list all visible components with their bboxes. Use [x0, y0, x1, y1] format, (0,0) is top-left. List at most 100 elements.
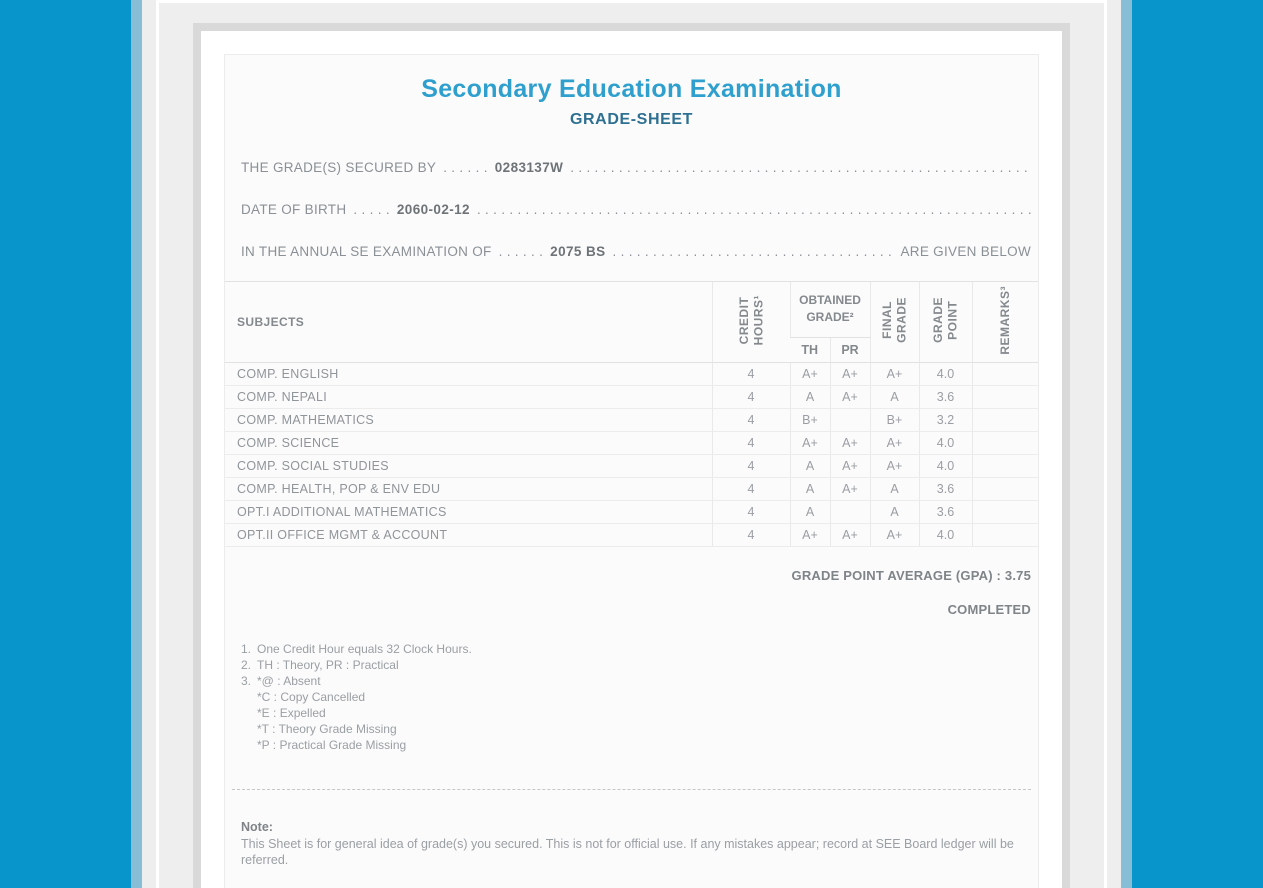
footnote-line: TH : Theory, PR : Practical: [257, 657, 399, 672]
info-label: DATE OF BIRTH: [241, 202, 347, 217]
leader-dots-fill: . . . . . . . . . . . . . . . . . . . . …: [570, 160, 1031, 175]
blue-stripe-frame: Secondary Education Examination GRADE-SH…: [131, 0, 1132, 888]
subject-cell: OPT.I ADDITIONAL MATHEMATICS: [225, 500, 712, 524]
note-section: Note: This Sheet is for general idea of …: [225, 819, 1038, 868]
credit-hours-cell: 4: [711, 431, 790, 455]
table-row: OPT.I ADDITIONAL MATHEMATICS 4 A A 3.6: [225, 500, 1038, 524]
grade-sheet-body: Secondary Education Examination GRADE-SH…: [224, 54, 1039, 888]
page-subtitle: GRADE-SHEET: [569, 111, 694, 128]
subject-cell: COMP. SCIENCE: [225, 431, 712, 455]
column-header-subjects: SUBJECTS: [225, 281, 712, 363]
column-header-credit-hours: CREDIT HOURS¹: [711, 281, 790, 363]
outer-gray-panel: Secondary Education Examination GRADE-SH…: [142, 0, 1121, 888]
note-heading: Note:: [241, 819, 273, 834]
subject-cell: COMP. NEPALI: [225, 385, 712, 409]
th-grade-cell: A: [789, 454, 830, 478]
pr-grade-cell: [829, 500, 870, 524]
student-info-line: IN THE ANNUAL SE EXAMINATION OF . . . . .…: [241, 243, 1031, 260]
subject-cell: COMP. MATHEMATICS: [225, 408, 712, 432]
table-row: COMP. SCIENCE 4 A+ A+ A+ 4.0: [225, 431, 1038, 455]
grade-point-cell: 4.0: [918, 362, 972, 386]
info-value: 0283137W: [494, 160, 564, 175]
gpa-value-line: GRADE POINT AVERAGE (GPA) : 3.75: [791, 567, 1031, 583]
subject-cell: COMP. ENGLISH: [225, 362, 712, 386]
pr-grade-cell: A+: [829, 477, 870, 501]
footnotes-list: 1. One Credit Hour equals 32 Clock Hours.…: [225, 641, 1038, 753]
column-header-obtained-grade: OBTAINED GRADE²: [789, 281, 870, 338]
leader-dots: . . . . . .: [498, 244, 544, 259]
info-value: 2075 BS: [550, 244, 606, 259]
remarks-cell: [971, 385, 1038, 409]
note-body: This Sheet is for general idea of grade(…: [241, 836, 1014, 867]
grade-point-cell: 3.6: [918, 477, 972, 501]
completion-status: COMPLETED: [947, 601, 1031, 617]
footnote-item: 1. One Credit Hour equals 32 Clock Hours.: [241, 641, 1038, 657]
inner-gray-panel: Secondary Education Examination GRADE-SH…: [156, 0, 1107, 888]
th-grade-cell: A: [789, 500, 830, 524]
footnote-line: *E : Expelled: [257, 705, 326, 720]
credit-hours-cell: 4: [711, 385, 790, 409]
credit-hours-cell: 4: [711, 500, 790, 524]
grade-point-cell: 4.0: [918, 454, 972, 478]
student-info-line: DATE OF BIRTH . . . . . 2060-02-12 . . . . …: [241, 201, 1031, 218]
final-grade-cell: A+: [869, 362, 919, 386]
footnote-lines: *@ : Absent *C : Copy Cancelled *E : Expel…: [257, 673, 406, 753]
pr-grade-cell: A+: [829, 385, 870, 409]
pr-grade-cell: A+: [829, 454, 870, 478]
table-row: OPT.II OFFICE MGMT & ACCOUNT 4 A+ A+ A+ 4.0: [225, 523, 1038, 547]
final-grade-cell: B+: [869, 408, 919, 432]
column-header-grade-point: GRADE POINT: [918, 281, 972, 363]
footnote-item: 3. *@ : Absent *C : Copy Cancelled *E : Exp…: [241, 673, 1038, 753]
footnote-number: 3.: [241, 673, 252, 688]
remarks-cell: [971, 408, 1038, 432]
remarks-cell: [971, 477, 1038, 501]
footnote-number: 1.: [241, 641, 252, 656]
grades-table: SUBJECTS CREDIT HOURS¹ OBTAINED GRADE² F…: [225, 281, 1038, 547]
footnote-line: *P : Practical Grade Missing: [257, 737, 407, 752]
final-grade-cell: A: [869, 477, 919, 501]
info-label: THE GRADE(S) SECURED BY: [241, 160, 437, 175]
footnote-line: *T : Theory Grade Missing: [257, 721, 397, 736]
grade-point-cell: 3.6: [918, 385, 972, 409]
grade-point-cell: 3.6: [918, 500, 972, 524]
student-info-section: THE GRADE(S) SECURED BY . . . . . . 028313…: [225, 159, 1038, 260]
leader-dots: . . . . . .: [443, 160, 488, 175]
summary-section: GRADE POINT AVERAGE (GPA) : 3.75 COMPLET…: [225, 568, 1038, 617]
leader-dots: . . . . .: [353, 202, 390, 217]
column-header-final-grade: FINAL GRADE: [869, 281, 919, 363]
pr-grade-cell: A+: [829, 362, 870, 386]
table-row: COMP. ENGLISH 4 A+ A+ A+ 4.0: [225, 362, 1038, 386]
credit-hours-cell: 4: [711, 523, 790, 547]
footnote-item: 2. TH : Theory, PR : Practical: [241, 657, 1038, 673]
final-grade-cell: A+: [869, 523, 919, 547]
subject-cell: COMP. HEALTH, POP & ENV EDU: [225, 477, 712, 501]
credit-hours-cell: 4: [711, 454, 790, 478]
page-title: Secondary Education Examination: [421, 75, 842, 103]
remarks-cell: [971, 500, 1038, 524]
footnote-line: *C : Copy Cancelled: [257, 689, 366, 704]
info-value: 2060-02-12: [396, 202, 470, 217]
leader-dots-fill: . . . . . . . . . . . . . . . . . . . . …: [476, 202, 1031, 217]
final-grade-cell: A+: [869, 431, 919, 455]
th-grade-cell: A: [789, 385, 830, 409]
subject-cell: OPT.II OFFICE MGMT & ACCOUNT: [225, 523, 712, 547]
table-row: COMP. SOCIAL STUDIES 4 A A+ A+ 4.0: [225, 454, 1038, 478]
footnote-line: *@ : Absent: [257, 673, 321, 688]
th-grade-cell: A+: [789, 431, 830, 455]
footnote-number: 2.: [241, 657, 252, 672]
table-row: COMP. HEALTH, POP & ENV EDU 4 A A+ A 3.6: [225, 477, 1038, 501]
final-grade-cell: A: [869, 385, 919, 409]
info-trailer: ARE GIVEN BELOW: [900, 244, 1031, 259]
subject-cell: COMP. SOCIAL STUDIES: [225, 454, 712, 478]
remarks-cell: [971, 362, 1038, 386]
footnote-lines: TH : Theory, PR : Practical: [257, 657, 399, 673]
table-row: COMP. NEPALI 4 A A+ A 3.6: [225, 385, 1038, 409]
final-grade-cell: A+: [869, 454, 919, 478]
grade-point-cell: 4.0: [918, 431, 972, 455]
th-grade-cell: A+: [789, 523, 830, 547]
footnote-line: One Credit Hour equals 32 Clock Hours.: [257, 641, 472, 656]
column-header-remarks: REMARKS³: [971, 281, 1038, 363]
grade-sheet-card: Secondary Education Examination GRADE-SH…: [193, 23, 1070, 888]
column-header-pr: PR: [829, 337, 870, 363]
grade-point-cell: 4.0: [918, 523, 972, 547]
